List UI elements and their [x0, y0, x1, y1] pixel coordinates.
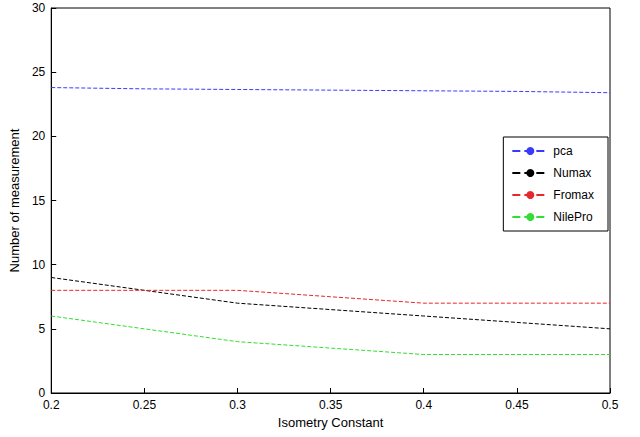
svg-text:0.5: 0.5 [602, 398, 619, 412]
svg-text:0.35: 0.35 [319, 398, 343, 412]
svg-text:0.2: 0.2 [43, 398, 60, 412]
svg-text:0.4: 0.4 [415, 398, 432, 412]
svg-text:Numax: Numax [553, 166, 591, 180]
svg-text:15: 15 [32, 194, 46, 208]
svg-text:Fromax: Fromax [553, 188, 594, 202]
svg-text:10: 10 [32, 258, 46, 272]
svg-text:0: 0 [38, 386, 46, 400]
svg-text:20: 20 [32, 129, 46, 143]
svg-text:0.25: 0.25 [133, 398, 157, 412]
svg-text:30: 30 [32, 1, 46, 15]
svg-text:Isometry Constant: Isometry Constant [278, 415, 384, 430]
svg-text:Number of measurement: Number of measurement [7, 128, 22, 272]
svg-text:0.3: 0.3 [229, 398, 246, 412]
svg-text:0.45: 0.45 [505, 398, 529, 412]
svg-text:5: 5 [39, 322, 46, 336]
svg-text:pca: pca [553, 144, 573, 158]
svg-text:NilePro: NilePro [553, 210, 593, 224]
svg-text:25: 25 [32, 65, 46, 79]
